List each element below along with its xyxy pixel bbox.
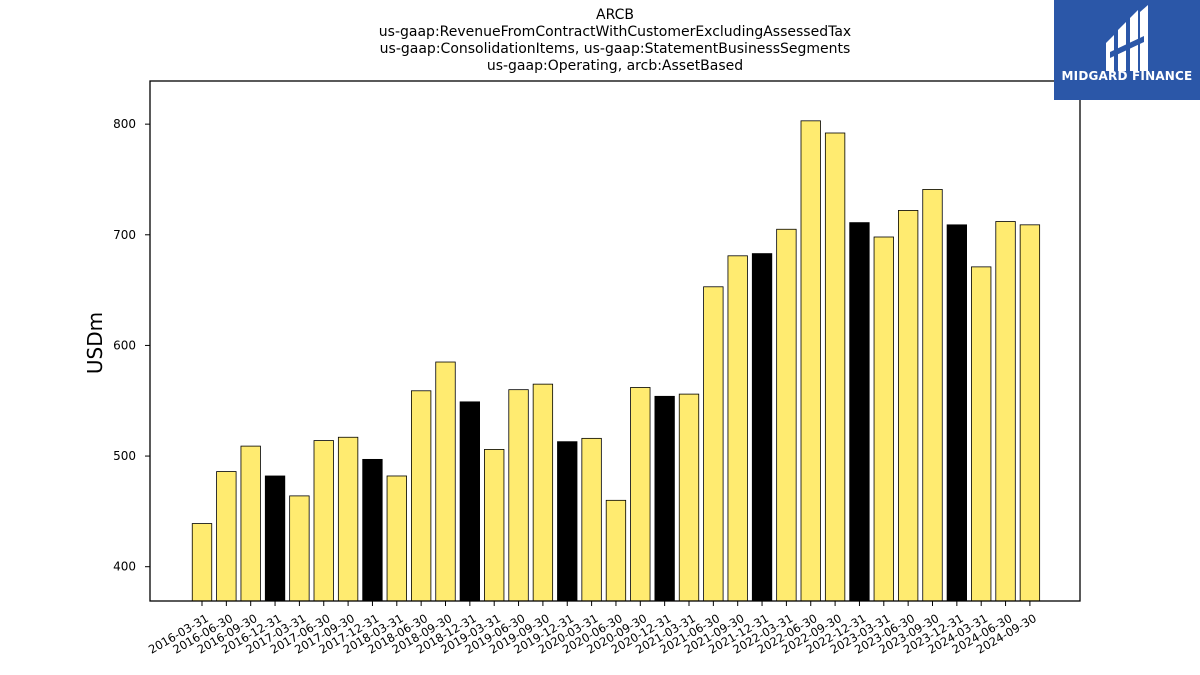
plot-frame bbox=[149, 80, 1081, 602]
bar-2018-03-31 bbox=[386, 475, 407, 602]
bar-2016-03-31 bbox=[191, 523, 213, 602]
bar-2016-09-30 bbox=[240, 445, 261, 602]
title-line-3: us-gaap:ConsolidationItems, us-gaap:Stat… bbox=[379, 41, 851, 57]
bar-2018-12-31 bbox=[459, 401, 481, 602]
bar-2019-12-31 bbox=[557, 441, 578, 602]
bar-2019-09-30 bbox=[532, 383, 554, 602]
bar-2017-09-30 bbox=[337, 436, 359, 602]
bar-2017-06-30 bbox=[313, 440, 334, 602]
bar-2023-12-31 bbox=[946, 224, 967, 602]
chart-title: ARCB us-gaap:RevenueFromContractWithCust… bbox=[150, 7, 1080, 75]
bar-2022-06-30 bbox=[800, 120, 821, 602]
bar-2017-12-31 bbox=[362, 458, 383, 602]
bar-2017-03-31 bbox=[289, 495, 310, 602]
bar-2022-03-31 bbox=[776, 228, 797, 602]
bar-2022-09-30 bbox=[824, 132, 846, 602]
y-axis: 400 500 600 700 800 bbox=[113, 117, 150, 574]
bar-2016-06-30 bbox=[216, 471, 237, 602]
title-line-4: us-gaap:Operating, arcb:AssetBased bbox=[486, 58, 744, 74]
bar-2021-09-30 bbox=[727, 255, 748, 602]
y-tick-label: 500 bbox=[113, 449, 136, 463]
bar-2024-09-30 bbox=[1019, 224, 1041, 602]
y-tick-label: 800 bbox=[113, 117, 136, 131]
bar-2020-06-30 bbox=[605, 499, 627, 602]
bar-2018-06-30 bbox=[410, 390, 432, 602]
logo-text: MIDGARD FINANCE bbox=[1061, 69, 1193, 83]
bar-2020-12-31 bbox=[654, 395, 675, 602]
bar-2021-03-31 bbox=[678, 393, 700, 602]
bar-2021-12-31 bbox=[751, 253, 773, 602]
bar-2020-09-30 bbox=[630, 387, 651, 602]
bar-2022-12-31 bbox=[849, 222, 870, 602]
y-tick-label: 400 bbox=[113, 560, 136, 574]
bar-2024-06-30 bbox=[995, 221, 1016, 602]
y-tick-label: 700 bbox=[113, 228, 136, 242]
bars-group bbox=[191, 120, 1041, 602]
title-line-1: ARCB bbox=[596, 7, 634, 23]
midgard-finance-logo: MIDGARD FINANCE bbox=[1054, 0, 1200, 100]
bar-2021-06-30 bbox=[703, 286, 724, 602]
bar-2018-09-30 bbox=[435, 361, 456, 602]
bar-2020-03-31 bbox=[581, 437, 602, 602]
bar-2023-09-30 bbox=[922, 189, 943, 602]
bar-2023-03-31 bbox=[873, 236, 894, 602]
bar-2016-12-31 bbox=[264, 475, 286, 602]
logo-mark-icon bbox=[1106, 5, 1148, 71]
bar-2019-06-30 bbox=[508, 389, 529, 602]
bar-2019-03-31 bbox=[484, 449, 505, 602]
y-tick-label: 600 bbox=[113, 338, 136, 352]
title-line-2: us-gaap:RevenueFromContractWithCustomerE… bbox=[378, 24, 852, 40]
bar-2024-03-31 bbox=[971, 266, 992, 602]
x-axis: 2016-03-312016-06-302016-09-302016-12-31… bbox=[146, 601, 1039, 657]
bar-2023-06-30 bbox=[898, 210, 919, 602]
